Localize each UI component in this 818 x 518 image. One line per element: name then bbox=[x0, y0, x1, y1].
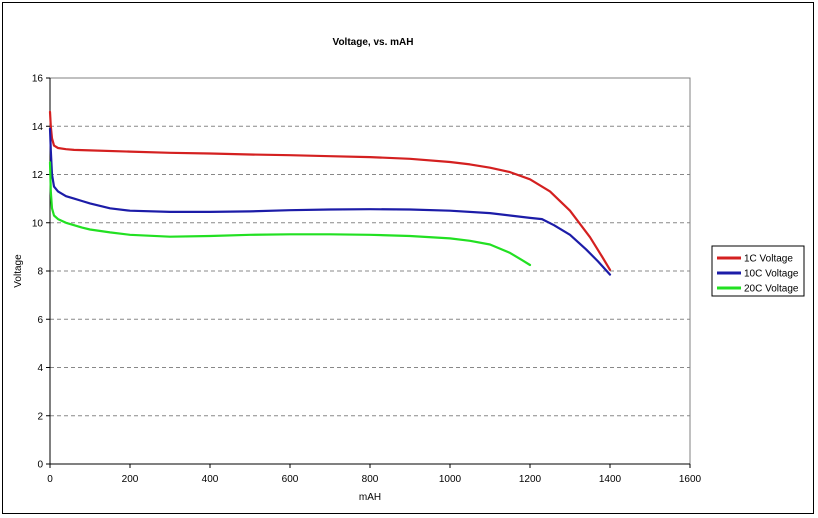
x-tick-labels: 0 200 400 600 800 1000 1200 1400 1600 bbox=[47, 464, 702, 485]
chart-title: Voltage, vs. mAH bbox=[333, 37, 414, 48]
y-tick-label: 10 bbox=[32, 218, 44, 229]
y-tick-label: 0 bbox=[37, 460, 43, 471]
x-tick-label: 800 bbox=[362, 474, 379, 485]
voltage-chart: Voltage, vs. mAH 0 2 4 6 8 10 12 14 16 0 200 400 60… bbox=[13, 37, 805, 503]
y-tick-label: 12 bbox=[32, 170, 44, 181]
series-line-20c-voltage bbox=[48, 161, 532, 267]
y-tick-label: 4 bbox=[37, 363, 43, 374]
legend: 1C Voltage 10C Voltage 20C Voltage bbox=[711, 245, 805, 297]
x-tick-label: 1200 bbox=[519, 474, 542, 485]
y-tick-label: 8 bbox=[37, 267, 43, 278]
series-line-10c-voltage bbox=[48, 127, 612, 276]
x-axis-title: mAH bbox=[359, 492, 381, 503]
plot-area bbox=[49, 77, 691, 465]
x-tick-label: 200 bbox=[122, 474, 139, 485]
y-tick-label: 16 bbox=[32, 74, 44, 85]
x-tick-label: 1600 bbox=[679, 474, 702, 485]
series-layer bbox=[48, 110, 612, 276]
x-tick-label: 400 bbox=[202, 474, 219, 485]
y-tick-label: 14 bbox=[32, 122, 44, 133]
legend-label: 10C Voltage bbox=[744, 269, 799, 280]
y-axis-title: Voltage bbox=[13, 254, 24, 288]
x-tick-label: 0 bbox=[47, 474, 53, 485]
x-tick-label: 600 bbox=[282, 474, 299, 485]
series-line-1c-voltage bbox=[48, 110, 612, 271]
legend-label: 1C Voltage bbox=[744, 254, 793, 265]
x-tick-label: 1400 bbox=[599, 474, 622, 485]
y-tick-label: 2 bbox=[37, 411, 43, 422]
y-tick-label: 6 bbox=[37, 315, 43, 326]
y-tick-labels: 0 2 4 6 8 10 12 14 16 bbox=[32, 74, 50, 471]
legend-label: 20C Voltage bbox=[744, 284, 799, 295]
x-tick-label: 1000 bbox=[439, 474, 462, 485]
